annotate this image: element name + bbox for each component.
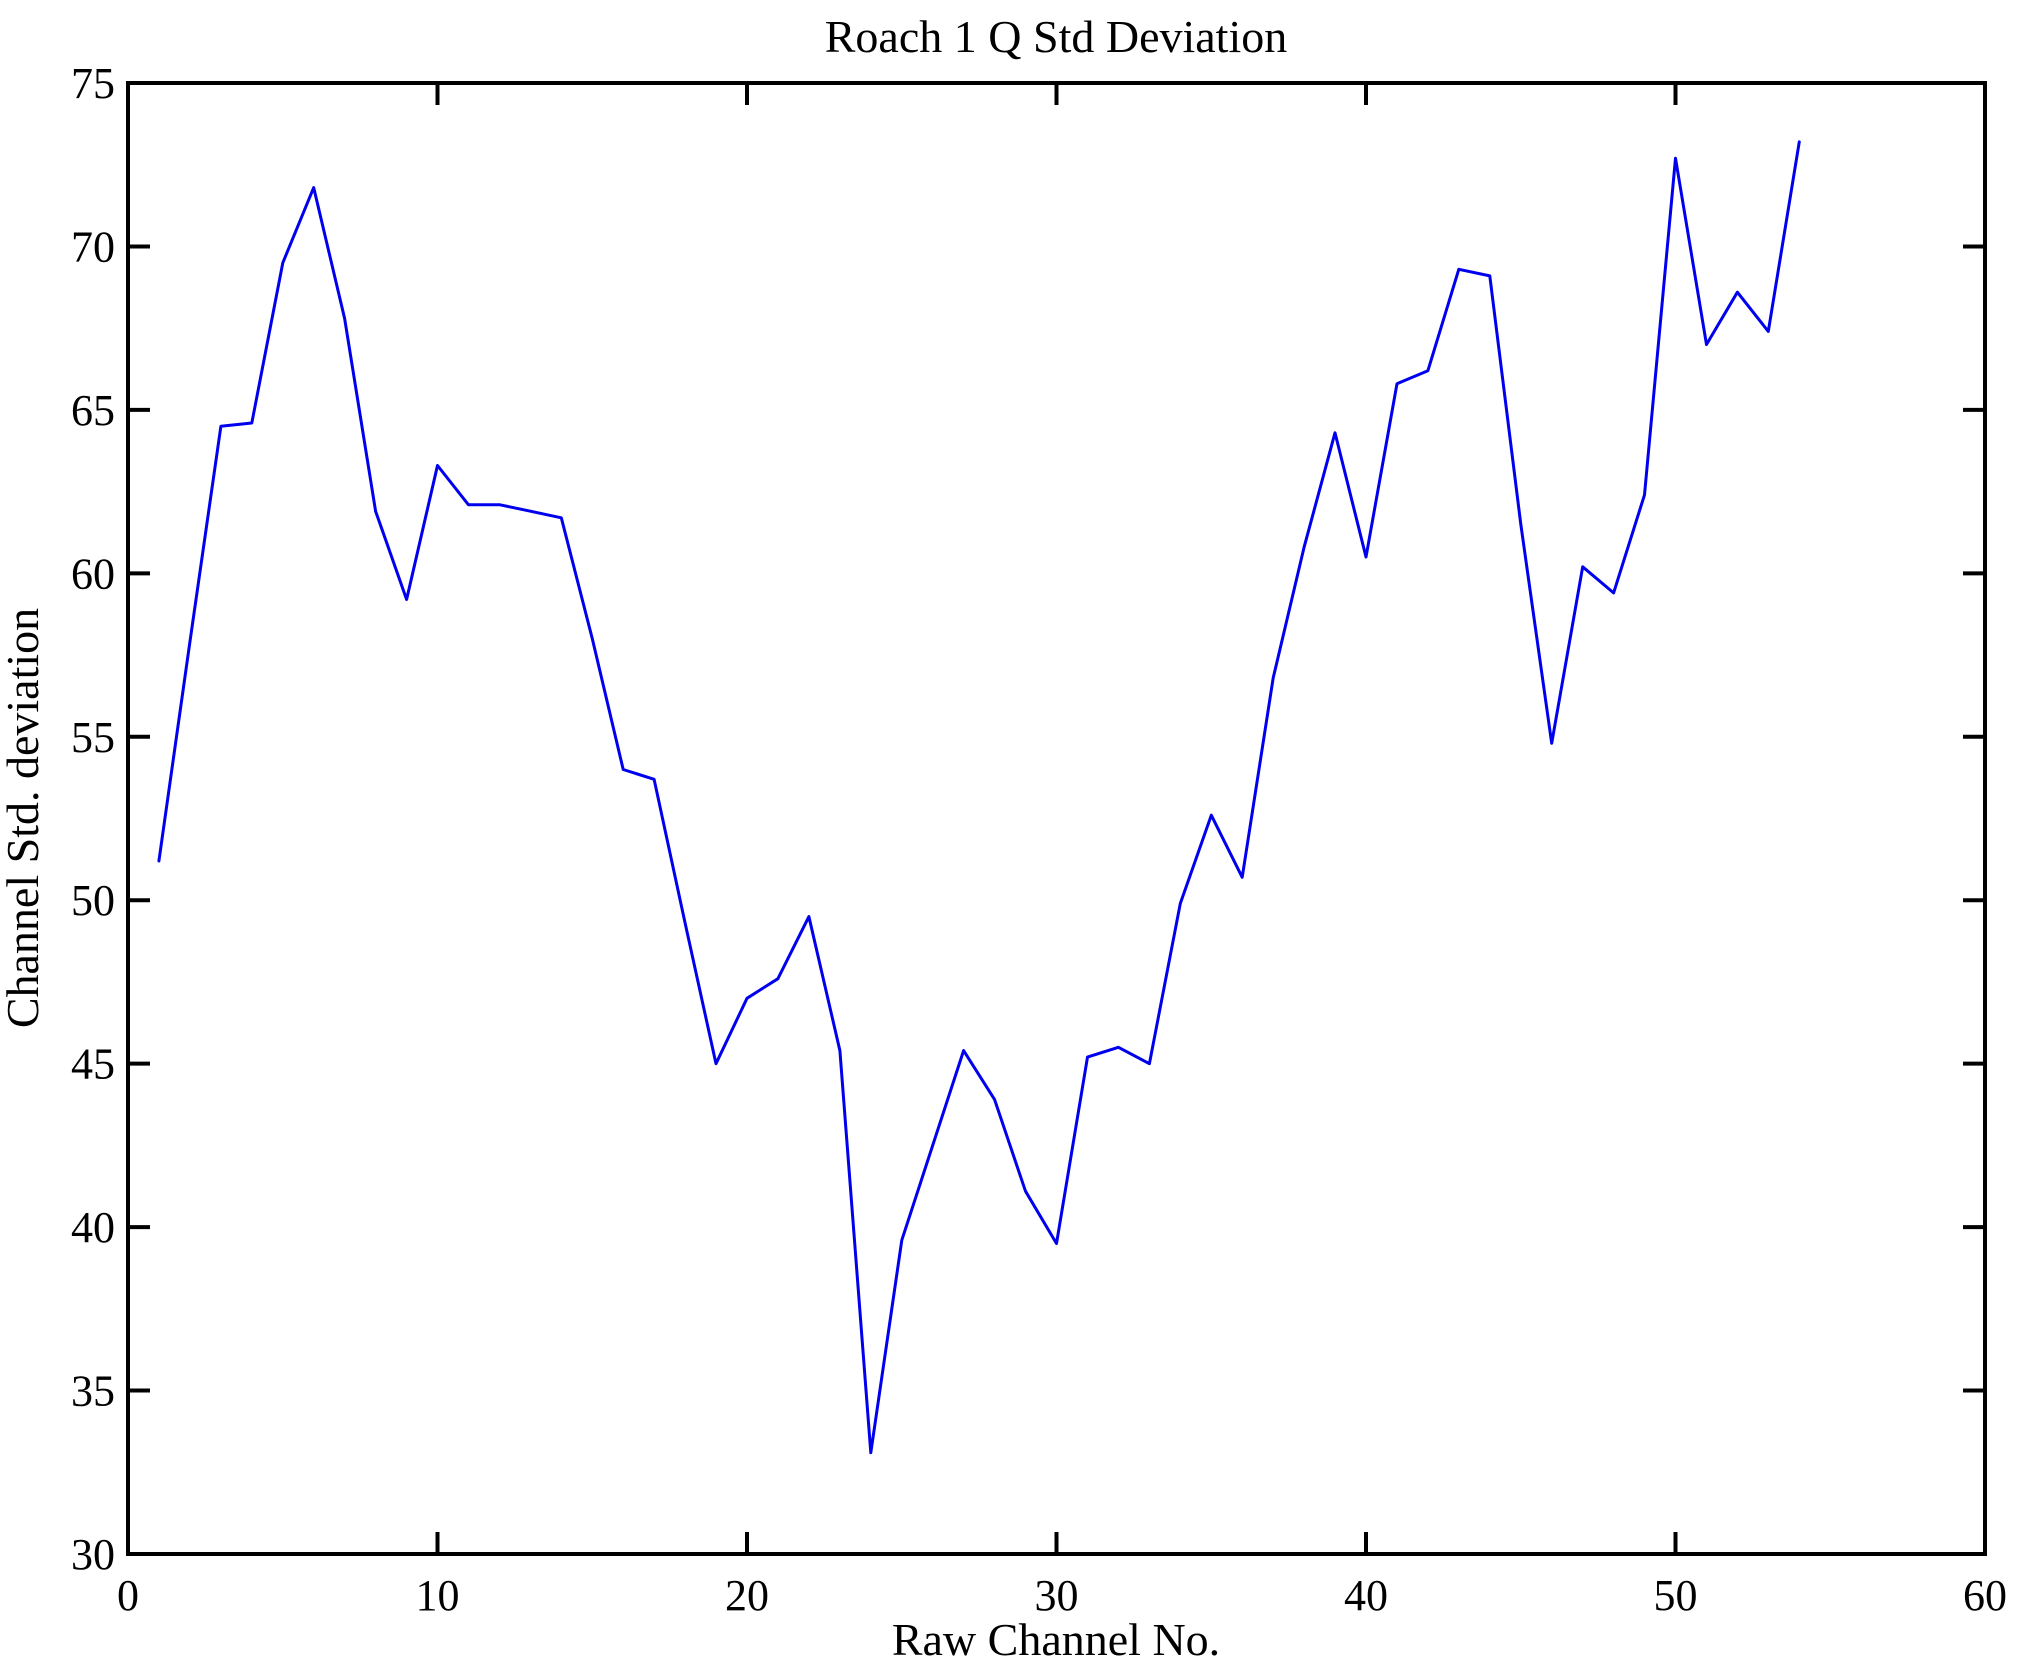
y-tick-label: 40 (71, 1203, 115, 1252)
x-axis-label: Raw Channel No. (892, 1614, 1220, 1665)
y-tick-label: 60 (71, 549, 115, 598)
y-tick-label: 50 (71, 876, 115, 925)
x-tick-label: 20 (725, 1571, 769, 1620)
data-series-line (157, 140, 1801, 1455)
y-tick-label: 70 (71, 222, 115, 271)
x-tick-label: 60 (1963, 1571, 2007, 1620)
chart-title: Roach 1 Q Std Deviation (825, 11, 1288, 62)
x-tick-label: 10 (416, 1571, 460, 1620)
y-tick-label: 35 (71, 1367, 115, 1416)
x-tick-label: 0 (117, 1571, 139, 1620)
x-tick-label: 40 (1344, 1571, 1388, 1620)
x-tick-label: 50 (1654, 1571, 1698, 1620)
y-tick-label: 65 (71, 386, 115, 435)
y-tick-label: 30 (71, 1530, 115, 1579)
y-tick-label: 45 (71, 1040, 115, 1089)
y-tick-label: 55 (71, 713, 115, 762)
y-axis-label: Channel Std. deviation (0, 608, 48, 1028)
y-tick-label: 75 (71, 59, 115, 108)
axis-box (126, 81, 1987, 1556)
plot-area: 0 10 20 30 40 50 60 30 35 40 45 50 55 60 65 70 75 (71, 59, 2007, 1620)
x-tick-label: 30 (1035, 1571, 1079, 1620)
